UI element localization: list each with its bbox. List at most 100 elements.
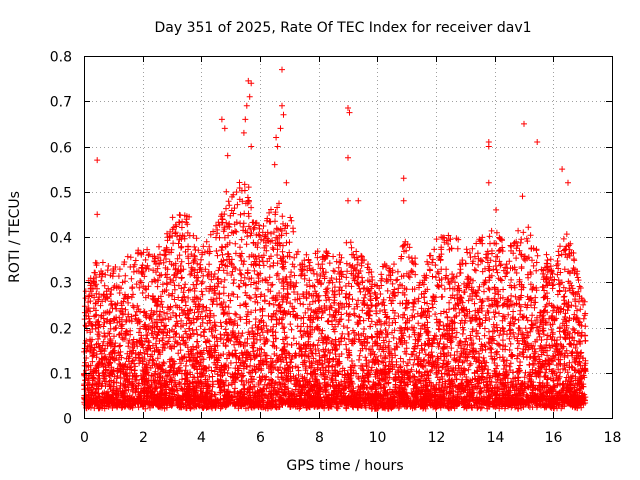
data-point — [440, 326, 447, 333]
data-point — [545, 356, 552, 363]
data-point — [580, 315, 587, 322]
data-point — [279, 213, 286, 220]
data-point — [536, 333, 543, 340]
data-point — [236, 267, 243, 274]
data-point — [198, 256, 204, 263]
data-point — [388, 358, 395, 365]
data-point — [105, 263, 112, 269]
data-point — [157, 251, 163, 258]
data-point — [306, 283, 313, 290]
data-point — [382, 344, 389, 351]
data-point — [82, 288, 89, 295]
data-point — [362, 354, 369, 361]
data-point — [470, 258, 477, 265]
data-point — [521, 341, 527, 348]
data-point — [130, 268, 137, 275]
data-point — [264, 229, 271, 236]
data-point — [485, 295, 492, 302]
data-point — [391, 261, 397, 268]
data-point — [152, 278, 159, 285]
data-point — [266, 274, 273, 281]
data-point — [498, 277, 505, 284]
data-point — [524, 329, 531, 336]
data-point — [429, 304, 436, 311]
data-point — [193, 235, 200, 242]
data-point — [248, 204, 255, 211]
data-point — [166, 384, 172, 391]
data-point — [210, 298, 217, 305]
data-point — [411, 296, 418, 303]
data-point — [238, 271, 245, 278]
data-point — [124, 253, 131, 260]
data-point — [273, 272, 280, 279]
data-point — [502, 264, 509, 271]
data-point — [432, 262, 439, 269]
data-point — [467, 360, 474, 367]
data-point — [185, 294, 192, 301]
data-point — [376, 318, 383, 325]
data-point — [439, 293, 446, 300]
data-point — [336, 341, 343, 348]
data-point — [251, 340, 258, 347]
data-point — [515, 374, 522, 381]
data-point — [456, 356, 463, 363]
data-point — [437, 310, 444, 317]
data-point — [541, 287, 548, 294]
data-point — [393, 340, 400, 347]
data-point — [551, 276, 558, 283]
data-point — [344, 324, 351, 331]
data-point — [145, 283, 152, 290]
data-point — [453, 329, 460, 336]
data-point — [213, 248, 220, 254]
data-point — [518, 251, 525, 258]
data-point — [257, 270, 264, 277]
data-point — [543, 251, 550, 258]
data-point — [213, 222, 219, 229]
data-point — [287, 300, 294, 307]
data-point — [149, 356, 156, 363]
data-point — [130, 263, 137, 270]
data-point — [508, 276, 515, 283]
data-point — [527, 281, 534, 288]
data-point — [343, 310, 350, 317]
data-point — [207, 310, 214, 317]
data-point — [270, 301, 277, 308]
data-point — [194, 278, 201, 284]
data-point — [384, 287, 391, 294]
data-point — [104, 267, 111, 274]
data-point — [472, 267, 479, 274]
data-point — [263, 352, 270, 359]
data-point — [337, 284, 343, 291]
data-point — [222, 363, 229, 370]
data-point — [517, 327, 523, 334]
data-point — [237, 362, 243, 369]
data-point — [347, 311, 353, 318]
data-point — [234, 294, 241, 300]
data-point — [572, 345, 579, 351]
data-point — [252, 331, 258, 338]
data-point — [279, 264, 286, 271]
data-point — [167, 276, 174, 283]
data-point — [178, 224, 185, 231]
data-point — [199, 249, 206, 256]
data-point — [405, 254, 412, 261]
data-point — [435, 343, 442, 350]
data-point — [185, 253, 191, 260]
data-point — [473, 240, 480, 247]
data-point — [225, 364, 232, 371]
data-point — [189, 361, 196, 368]
data-point — [395, 313, 402, 320]
data-point — [175, 350, 182, 357]
data-point — [107, 325, 114, 332]
data-point — [571, 257, 578, 264]
data-point — [433, 371, 440, 377]
data-point — [302, 348, 309, 355]
data-point — [432, 311, 439, 318]
data-point — [478, 388, 485, 395]
data-point — [397, 300, 404, 307]
data-point — [314, 315, 321, 322]
data-point — [531, 304, 538, 311]
data-point — [357, 288, 364, 295]
data-point — [562, 310, 569, 317]
data-point — [432, 274, 439, 281]
